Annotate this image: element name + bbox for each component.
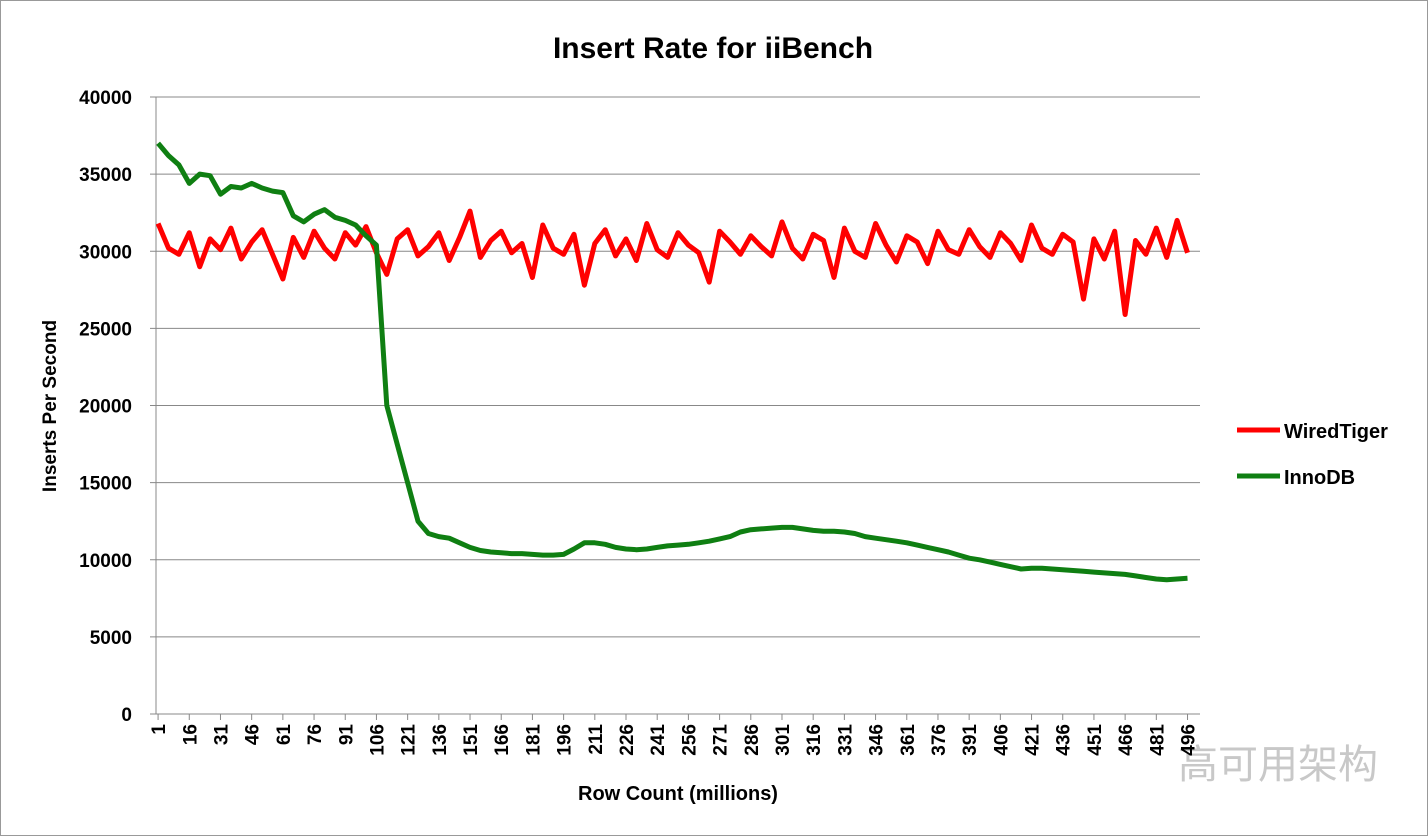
x-tick-label: 211 <box>586 724 607 755</box>
x-tick-label: 121 <box>399 724 420 756</box>
x-axis-label: Row Count (millions) <box>578 783 778 805</box>
y-tick-label: 30000 <box>79 242 132 263</box>
x-tick-label: 1 <box>149 724 170 735</box>
x-tick-label: 406 <box>991 724 1012 756</box>
x-tick-label: 16 <box>180 724 201 745</box>
x-tick-label: 61 <box>274 724 295 746</box>
x-tick-label: 256 <box>679 724 700 756</box>
x-tick-label: 196 <box>555 724 576 756</box>
y-tick-label: 15000 <box>79 474 132 495</box>
x-tick-label: 301 <box>773 724 794 756</box>
x-tick-label: 391 <box>960 724 981 756</box>
x-tick-label: 166 <box>492 724 513 756</box>
y-tick-label: 10000 <box>79 551 132 572</box>
y-tick-label: 0 <box>121 705 132 726</box>
series-line <box>155 208 1190 317</box>
y-tick-label: 20000 <box>79 397 132 418</box>
x-tick-label: 286 <box>742 724 763 756</box>
x-tick-label: 466 <box>1116 724 1137 756</box>
x-tick-label: 451 <box>1085 724 1106 756</box>
x-tick-label: 136 <box>430 724 451 756</box>
x-tick-label: 31 <box>211 724 232 746</box>
y-tick-label: 40000 <box>79 88 132 109</box>
x-tick-label: 436 <box>1054 724 1075 756</box>
y-axis-label: Inserts Per Second <box>40 320 61 492</box>
legend-label: InnoDB <box>1284 467 1355 489</box>
x-tick-label: 106 <box>367 724 388 756</box>
watermark: 高可用架构 <box>1178 743 1378 787</box>
y-tick-label: 35000 <box>79 165 132 186</box>
legend-label: WiredTiger <box>1284 421 1388 443</box>
x-tick-label: 46 <box>243 724 264 745</box>
y-tick-label: 25000 <box>79 319 132 340</box>
x-tick-label: 226 <box>617 724 638 756</box>
x-tick-label: 376 <box>929 724 950 756</box>
x-tick-label: 316 <box>804 724 825 756</box>
x-tick-label: 331 <box>835 724 856 756</box>
x-tick-label: 76 <box>305 724 326 745</box>
x-tick-label: 481 <box>1147 724 1168 756</box>
x-tick-label: 496 <box>1179 724 1200 756</box>
series-line <box>156 141 1188 583</box>
x-tick-label: 361 <box>898 724 919 756</box>
x-tick-label: 346 <box>867 724 888 756</box>
x-tick-label: 181 <box>523 724 544 756</box>
x-tick-label: 91 <box>336 724 357 746</box>
chart-title: Insert Rate for iiBench <box>553 32 873 65</box>
x-tick-label: 421 <box>1023 724 1044 756</box>
y-tick-label: 5000 <box>90 628 132 649</box>
x-tick-label: 241 <box>648 724 669 756</box>
x-tick-label: 271 <box>711 724 732 756</box>
x-tick-label: 151 <box>461 724 482 756</box>
